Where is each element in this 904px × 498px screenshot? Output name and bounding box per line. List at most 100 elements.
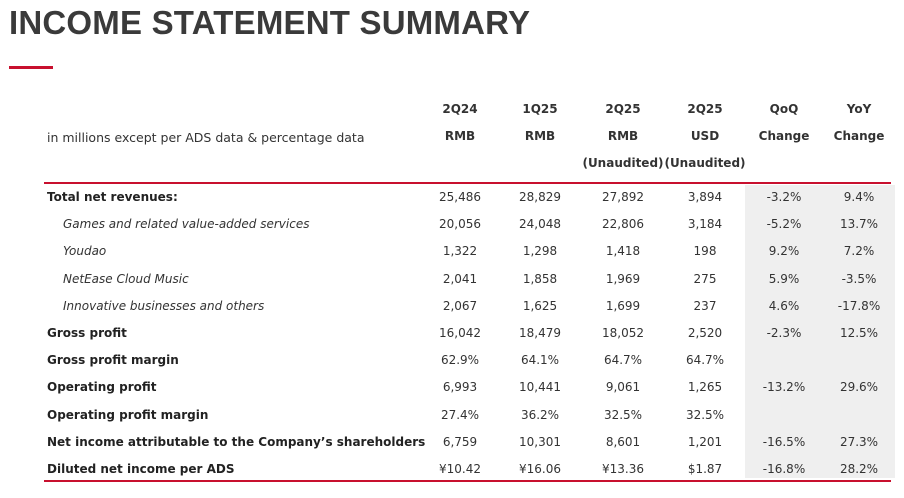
table-cell: 9,061: [605, 380, 641, 395]
column-header-line: [809, 150, 904, 177]
table-cell: 36.2%: [520, 407, 560, 422]
column-header-1: 1Q25 RMB: [490, 96, 590, 177]
table-cell: -2.3%: [766, 326, 802, 340]
column-header-4: QoQ Change: [734, 96, 834, 177]
row-label: Innovative businesses and others: [63, 298, 265, 313]
column-header-line: RMB: [607, 129, 639, 143]
table-cell: 62.9%: [440, 353, 480, 368]
table-cell: 1,201: [687, 434, 723, 449]
table-cell: 1,298: [522, 244, 558, 259]
table-cell: 12.5%: [839, 326, 879, 340]
table-cell: 64.7%: [685, 353, 725, 368]
table-cell: 2,041: [442, 271, 478, 286]
table-cell: 1,699: [605, 298, 641, 313]
row-label: Total net revenues:: [47, 190, 178, 204]
row-label: Games and related value-added services: [63, 217, 310, 232]
table-cell: -17.8%: [837, 298, 881, 313]
page-title: INCOME STATEMENT SUMMARY: [9, 4, 531, 41]
table-cell: 9.4%: [843, 190, 875, 204]
column-header-line: RMB: [524, 129, 556, 143]
table-cell: 1,858: [522, 271, 558, 286]
title-accent-line: [9, 66, 53, 69]
column-header-line: Change: [833, 129, 885, 143]
table-cell: 3,894: [687, 190, 723, 204]
table-cell: 25,486: [439, 190, 481, 204]
column-header-5: YoY Change: [809, 96, 904, 177]
table-row: Gross profit margin 62.9% 64.1% 64.7% 64.7%: [0, 347, 904, 374]
units-note: in millions except per ADS data & percen…: [47, 130, 365, 145]
table-cell: 2,520: [687, 326, 723, 340]
column-header-2: 2Q25 RMB (Unaudited): [573, 96, 673, 177]
table-cell: 32.5%: [685, 407, 725, 422]
table-cell: 28,829: [519, 190, 561, 204]
table-cell: 27.3%: [839, 434, 879, 449]
row-label: Gross profit: [47, 326, 127, 340]
column-header-line: Change: [758, 129, 810, 143]
table-row: Gross profit 16,042 18,479 18,052 2,520 -2.3%…: [0, 320, 904, 347]
table-cell: 198: [693, 244, 717, 259]
column-header-0: 2Q24 RMB: [410, 96, 510, 177]
table-cell: -13.2%: [762, 380, 806, 395]
column-header-line: (Unaudited): [664, 156, 746, 170]
table-cell: -3.2%: [766, 190, 802, 204]
table-cell: 16,042: [439, 326, 481, 340]
table-row: Diluted net income per ADS ¥10.42 ¥16.06 ¥1…: [0, 456, 904, 483]
table-cell: 6,759: [442, 434, 478, 449]
table-cell: 6,993: [442, 380, 478, 395]
table-cell: ¥16.06: [519, 462, 561, 476]
row-label: Youdao: [63, 244, 107, 259]
table-cell: 20,056: [439, 217, 481, 232]
table-cell: 28.2%: [839, 462, 879, 476]
table-cell: 1,625: [522, 298, 558, 313]
row-label: Net income attributable to the Company’s…: [47, 434, 426, 449]
table-row: Total net revenues: 25,486 28,829 27,892 3,8…: [0, 184, 904, 211]
table-cell: 3,184: [687, 217, 723, 232]
table-row: Games and related value-added services 20…: [0, 211, 904, 238]
table-cell: 1,265: [687, 380, 723, 395]
row-label: Gross profit margin: [47, 353, 179, 368]
column-header-line: RMB: [444, 129, 476, 143]
change-columns-shading: [745, 185, 895, 478]
table-cell: 64.7%: [603, 353, 643, 368]
table-row: Operating profit 6,993 10,441 9,061 1,265 -13…: [0, 374, 904, 401]
table-cell: 5.9%: [768, 271, 800, 286]
table-cell: 237: [693, 298, 717, 313]
column-header-3: 2Q25 USD (Unaudited): [655, 96, 755, 177]
row-label: Operating profit margin: [47, 407, 209, 422]
table-row: Net income attributable to the Company’s…: [0, 429, 904, 456]
table-cell: 22,806: [602, 217, 644, 232]
table-cell: 10,441: [519, 380, 561, 395]
table-cell: -3.5%: [841, 271, 877, 286]
table-cell: ¥13.36: [602, 462, 644, 476]
table-cell: 32.5%: [603, 407, 643, 422]
column-header-line: QoQ: [769, 102, 799, 116]
table-cell: 18,479: [519, 326, 561, 340]
column-header-line: 2Q25: [687, 102, 723, 116]
table-cell: -16.5%: [762, 434, 806, 449]
column-header-line: USD: [690, 129, 720, 143]
table-cell: 64.1%: [520, 353, 560, 368]
table-cell: 1,418: [605, 244, 641, 259]
footer-rule: [44, 480, 891, 482]
table-cell: 18,052: [602, 326, 644, 340]
column-header-line: YoY: [846, 102, 872, 116]
row-label: Operating profit: [47, 380, 157, 395]
row-label: Diluted net income per ADS: [47, 462, 235, 476]
table-cell: 27.4%: [440, 407, 480, 422]
table-cell: 1,969: [605, 271, 641, 286]
table-cell: 13.7%: [839, 217, 879, 232]
table-cell: -16.8%: [762, 462, 806, 476]
table-row: Operating profit margin 27.4% 36.2% 32.5% 32…: [0, 402, 904, 429]
table-cell: 4.6%: [768, 298, 800, 313]
header-rule: [44, 182, 891, 184]
table-row: Youdao 1,322 1,298 1,418 198 9.2% 7.2%: [0, 238, 904, 265]
table-cell: 8,601: [605, 434, 641, 449]
table-cell: $1.87: [687, 462, 723, 476]
table-cell: 9.2%: [768, 244, 800, 259]
table-cell: 29.6%: [839, 380, 879, 395]
column-header-line: 2Q24: [442, 102, 478, 116]
table-cell: ¥10.42: [439, 462, 481, 476]
table-cell: 10,301: [519, 434, 561, 449]
table-cell: 24,048: [519, 217, 561, 232]
column-header-line: 2Q25: [605, 102, 641, 116]
